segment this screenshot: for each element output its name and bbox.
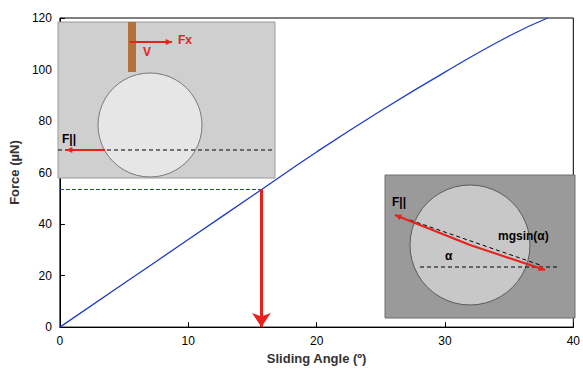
svg-text:mgsin(α): mgsin(α) bbox=[498, 229, 549, 243]
svg-text:V: V bbox=[143, 45, 151, 59]
svg-text:0: 0 bbox=[57, 334, 64, 348]
svg-text:20: 20 bbox=[39, 269, 53, 283]
svg-text:40: 40 bbox=[567, 334, 581, 348]
svg-text:α: α bbox=[445, 249, 453, 263]
svg-text:Sliding Angle (º): Sliding Angle (º) bbox=[267, 351, 367, 366]
svg-text:100: 100 bbox=[32, 63, 52, 77]
svg-text:F||: F|| bbox=[62, 132, 76, 146]
svg-text:Fx: Fx bbox=[178, 33, 192, 47]
svg-text:F||: F|| bbox=[392, 195, 406, 209]
svg-text:20: 20 bbox=[310, 334, 324, 348]
svg-text:120: 120 bbox=[32, 11, 52, 25]
svg-text:60: 60 bbox=[39, 166, 53, 180]
svg-text:10: 10 bbox=[182, 334, 196, 348]
svg-text:30: 30 bbox=[438, 334, 452, 348]
svg-text:0: 0 bbox=[45, 320, 52, 334]
svg-text:40: 40 bbox=[39, 217, 53, 231]
svg-text:80: 80 bbox=[39, 114, 53, 128]
svg-text:Force (µN): Force (µN) bbox=[7, 140, 22, 205]
